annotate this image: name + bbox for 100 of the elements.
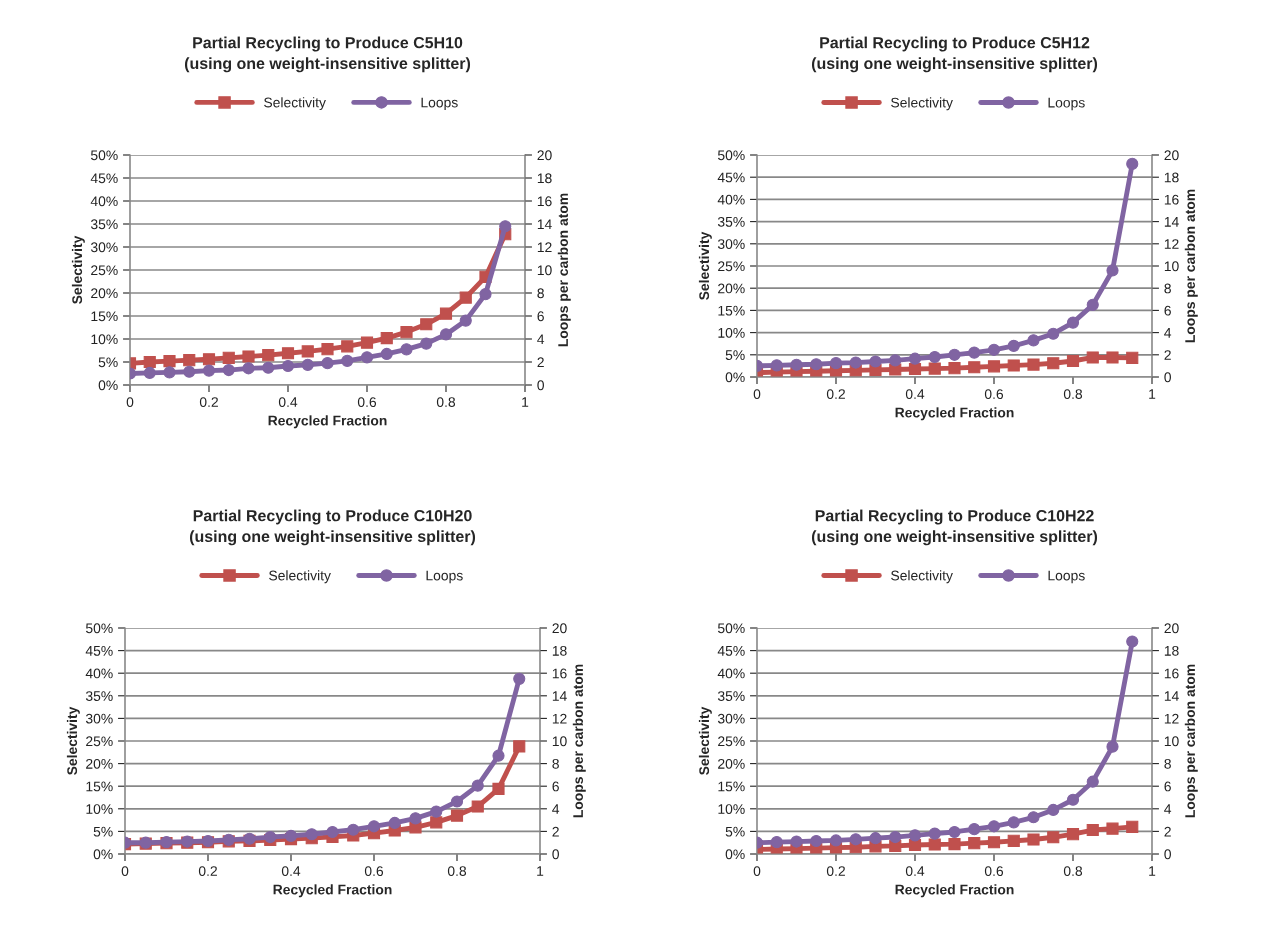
- point: [1086, 775, 1099, 788]
- chart-title: Partial Recycling to Produce C10H22 (using one weight-insensitive splitter): [811, 509, 1098, 546]
- point: [810, 834, 823, 848]
- y2-tick-label: 8: [552, 758, 559, 769]
- y-tick-label: 25%: [718, 261, 745, 272]
- y2-tick-label: 4: [537, 334, 545, 345]
- y2-axis-title: Loops per carbon atom: [572, 664, 586, 818]
- y2-tick-label: 10: [1164, 736, 1179, 747]
- y2-axis-title: Loops per carbon atom: [1184, 189, 1198, 343]
- point: [1047, 327, 1060, 340]
- legend-label: Selectivity: [891, 97, 953, 111]
- x-tick-label: 0.4: [905, 866, 925, 877]
- x-tick-label: 0.8: [1063, 866, 1083, 877]
- y-tick-label: 45%: [717, 645, 745, 656]
- point: [262, 349, 275, 362]
- y2-tick-label: 8: [1164, 758, 1171, 769]
- y-tick-label: 45%: [717, 172, 745, 183]
- point: [1007, 339, 1020, 352]
- point: [301, 345, 314, 358]
- point: [281, 347, 295, 360]
- y-tick-label: 45%: [90, 173, 118, 184]
- y-tick-label: 40%: [85, 668, 113, 679]
- point: [163, 366, 176, 379]
- y-tick-label: 15%: [718, 305, 745, 316]
- y-tick-label: 35%: [717, 216, 745, 227]
- point: [1106, 264, 1119, 277]
- y-axis-title: Selectivity: [71, 235, 85, 304]
- point: [492, 749, 505, 762]
- point: [1047, 803, 1060, 817]
- y-tick-label: 15%: [86, 781, 113, 792]
- point: [471, 800, 484, 813]
- x-tick-label: 0.6: [357, 397, 377, 408]
- point: [1027, 811, 1040, 824]
- chart-title: Partial Recycling to Produce C5H10 (using one weight-insensitive splitter): [184, 36, 471, 73]
- y-tick-label: 0%: [725, 849, 745, 860]
- point: [849, 833, 862, 846]
- y2-tick-label: 20: [552, 623, 567, 634]
- y2-tick-label: 2: [537, 357, 544, 368]
- y-tick-label: 15%: [718, 781, 745, 792]
- point: [284, 829, 298, 842]
- y2-tick-label: 14: [1164, 217, 1179, 227]
- x-axis-title: Recycled Fraction: [268, 415, 387, 429]
- y2-tick-label: 14: [537, 219, 552, 230]
- point: [869, 355, 882, 368]
- y2-tick-label: 6: [1164, 305, 1171, 316]
- y-tick-label: 30%: [717, 239, 745, 249]
- y2-tick-label: 12: [1164, 713, 1179, 724]
- x-tick-label: 0.4: [905, 389, 925, 400]
- point: [222, 351, 235, 364]
- y-tick-label: 0%: [93, 849, 113, 860]
- legend-label: Loops: [421, 97, 458, 111]
- point: [1126, 820, 1139, 833]
- point: [928, 838, 941, 851]
- point: [400, 326, 413, 339]
- y-tick-label: 40%: [717, 194, 745, 205]
- x-axis-title: Recycled Fraction: [895, 407, 1014, 421]
- y-tick-label: 20%: [86, 758, 113, 769]
- y2-tick-label: 10: [1164, 261, 1179, 272]
- y2-tick-label: 0: [1164, 372, 1171, 383]
- y-tick-label: 50%: [717, 623, 745, 634]
- point: [439, 328, 453, 341]
- point: [202, 353, 216, 366]
- point: [1027, 833, 1040, 846]
- point: [321, 357, 334, 370]
- y2-tick-label: 6: [537, 311, 544, 322]
- x-tick-label: 0.2: [198, 866, 217, 877]
- point: [143, 366, 156, 379]
- y-tick-label: 20%: [718, 758, 745, 769]
- y2-tick-label: 16: [1164, 194, 1179, 205]
- point: [301, 358, 314, 371]
- x-axis-title: Recycled Fraction: [895, 884, 1014, 898]
- y-tick-label: 40%: [90, 196, 118, 207]
- point: [829, 357, 843, 370]
- y2-tick-label: 10: [537, 265, 552, 276]
- point: [908, 829, 922, 842]
- y2-tick-label: 14: [552, 691, 567, 701]
- y-tick-label: 40%: [717, 668, 745, 679]
- y-tick-label: 25%: [91, 265, 118, 276]
- point: [1066, 828, 1080, 841]
- point: [459, 291, 472, 304]
- point: [430, 805, 443, 818]
- y-tick-label: 35%: [717, 691, 745, 701]
- y2-tick-label: 18: [1164, 645, 1179, 656]
- x-tick-label: 0.8: [447, 866, 467, 877]
- x-tick-label: 0: [753, 866, 761, 877]
- point: [513, 740, 526, 753]
- y-tick-label: 35%: [85, 691, 113, 701]
- y2-tick-label: 10: [552, 736, 567, 747]
- point: [305, 828, 318, 841]
- point: [1027, 334, 1040, 347]
- x-tick-label: 1: [1149, 389, 1156, 399]
- y-tick-label: 0%: [725, 372, 745, 383]
- y-tick-label: 30%: [717, 713, 745, 724]
- point: [1007, 816, 1020, 829]
- legend-label: Loops: [426, 570, 463, 584]
- y2-tick-label: 16: [537, 196, 552, 207]
- y2-tick-label: 0: [1164, 849, 1171, 860]
- point: [471, 779, 484, 792]
- point: [499, 220, 512, 233]
- y2-tick-label: 20: [1164, 623, 1179, 634]
